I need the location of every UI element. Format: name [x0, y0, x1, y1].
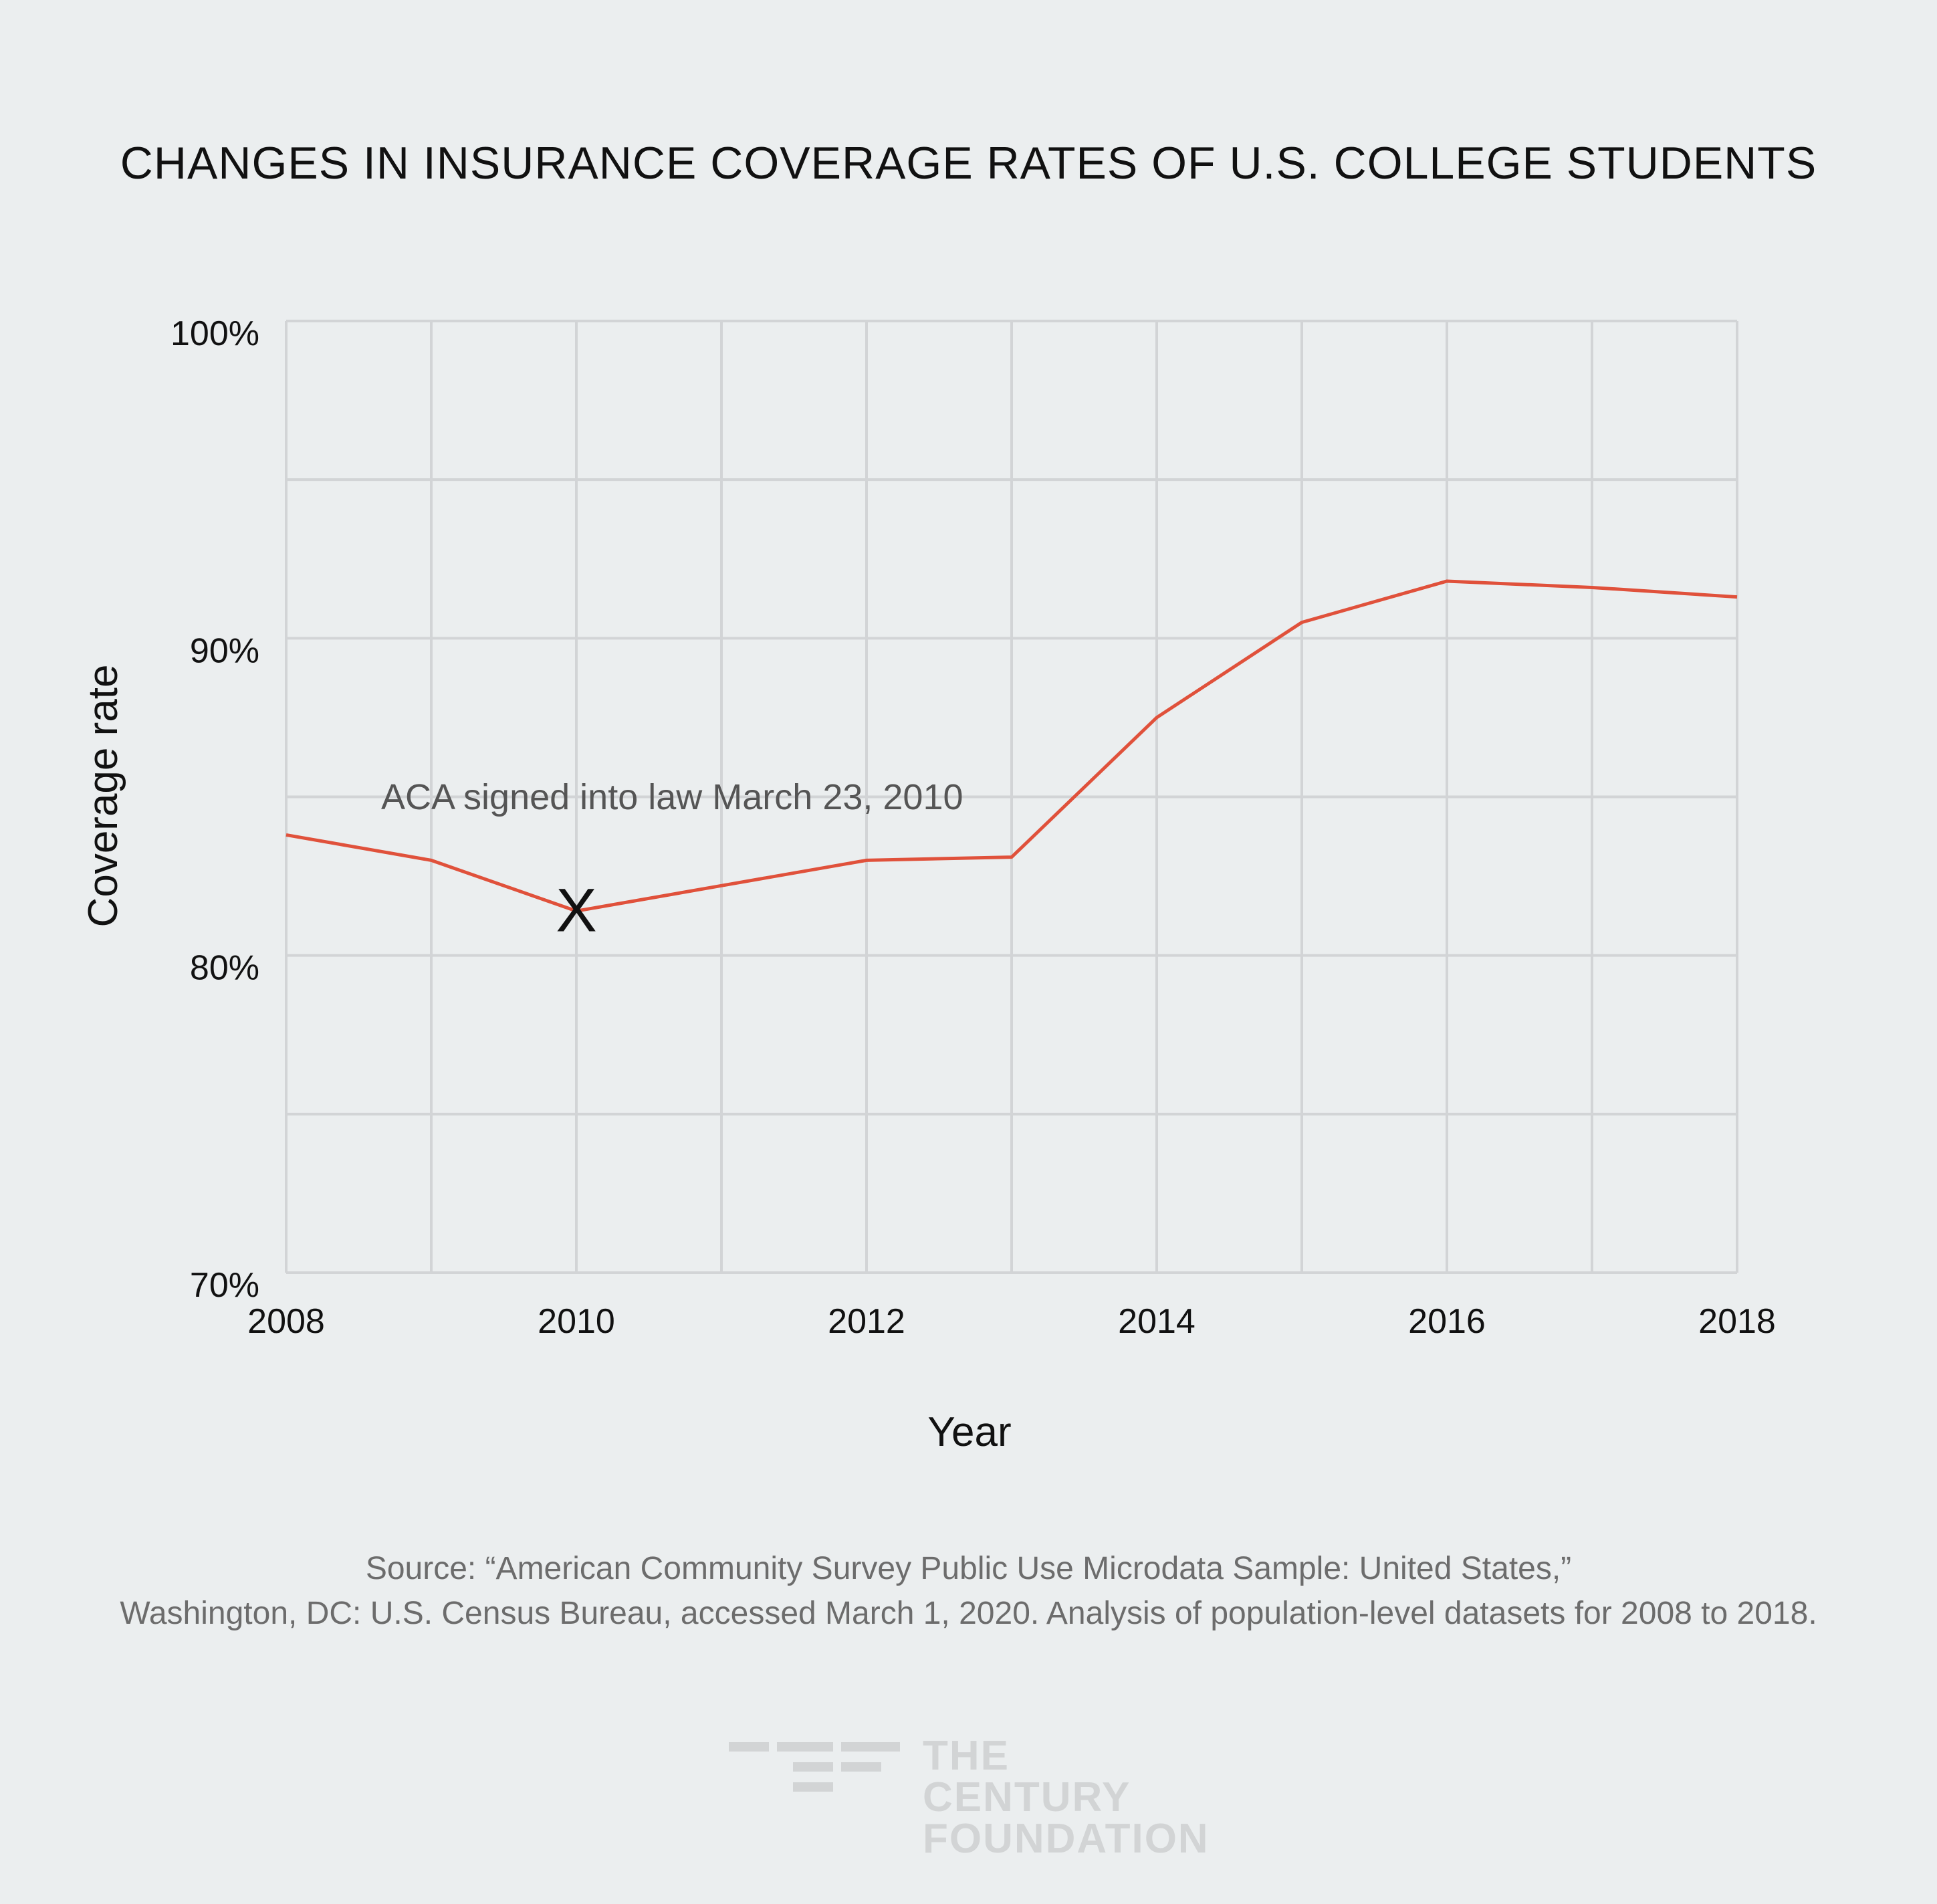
- grid: [285, 320, 1738, 1274]
- annotation-layer: ACA signed into law March 23, 2010 X: [381, 777, 963, 944]
- x-tick-label: 2012: [828, 1302, 905, 1341]
- x-tick-label: 2014: [1118, 1302, 1195, 1341]
- x-tick-labels: 2008 2010 2012 2014 2016 2018: [247, 1302, 1776, 1341]
- x-tick-label: 2010: [538, 1302, 615, 1341]
- y-tick-label: 90%: [190, 631, 259, 670]
- x-tick-label: 2008: [247, 1302, 325, 1341]
- source-line-1: Source: “American Community Survey Publi…: [365, 1551, 1572, 1586]
- source-line-2: Washington, DC: U.S. Census Bureau, acce…: [120, 1596, 1817, 1631]
- y-tick-label: 70%: [190, 1266, 259, 1305]
- line-chart: 70% 80% 90% 100% 2008 2010 2012 2014 2016 2018 A…: [80, 314, 1776, 1455]
- logo-mark-icon: [729, 1742, 900, 1792]
- logo-line-2: FOUNDATION: [923, 1816, 1210, 1862]
- y-axis-label: Coverage rate: [80, 665, 126, 928]
- annotation-text: ACA signed into law March 23, 2010: [381, 777, 963, 817]
- century-foundation-logo: THE CENTURY FOUNDATION: [729, 1735, 1224, 1860]
- y-tick-label: 80%: [190, 949, 259, 988]
- x-tick-label: 2016: [1408, 1302, 1486, 1341]
- x-tick-label: 2018: [1698, 1302, 1776, 1341]
- x-axis-label: Year: [927, 1409, 1011, 1455]
- series-layer: [286, 579, 1738, 913]
- chart-title: CHANGES IN INSURANCE COVERAGE RATES OF U…: [120, 138, 1817, 189]
- y-tick-label: 100%: [170, 314, 259, 353]
- annotation-marker: X: [556, 876, 596, 944]
- logo-line-1: THE CENTURY: [923, 1733, 1131, 1820]
- y-tick-labels: 70% 80% 90% 100%: [170, 314, 259, 1305]
- logo-wordmark: THE CENTURY FOUNDATION: [923, 1735, 1224, 1860]
